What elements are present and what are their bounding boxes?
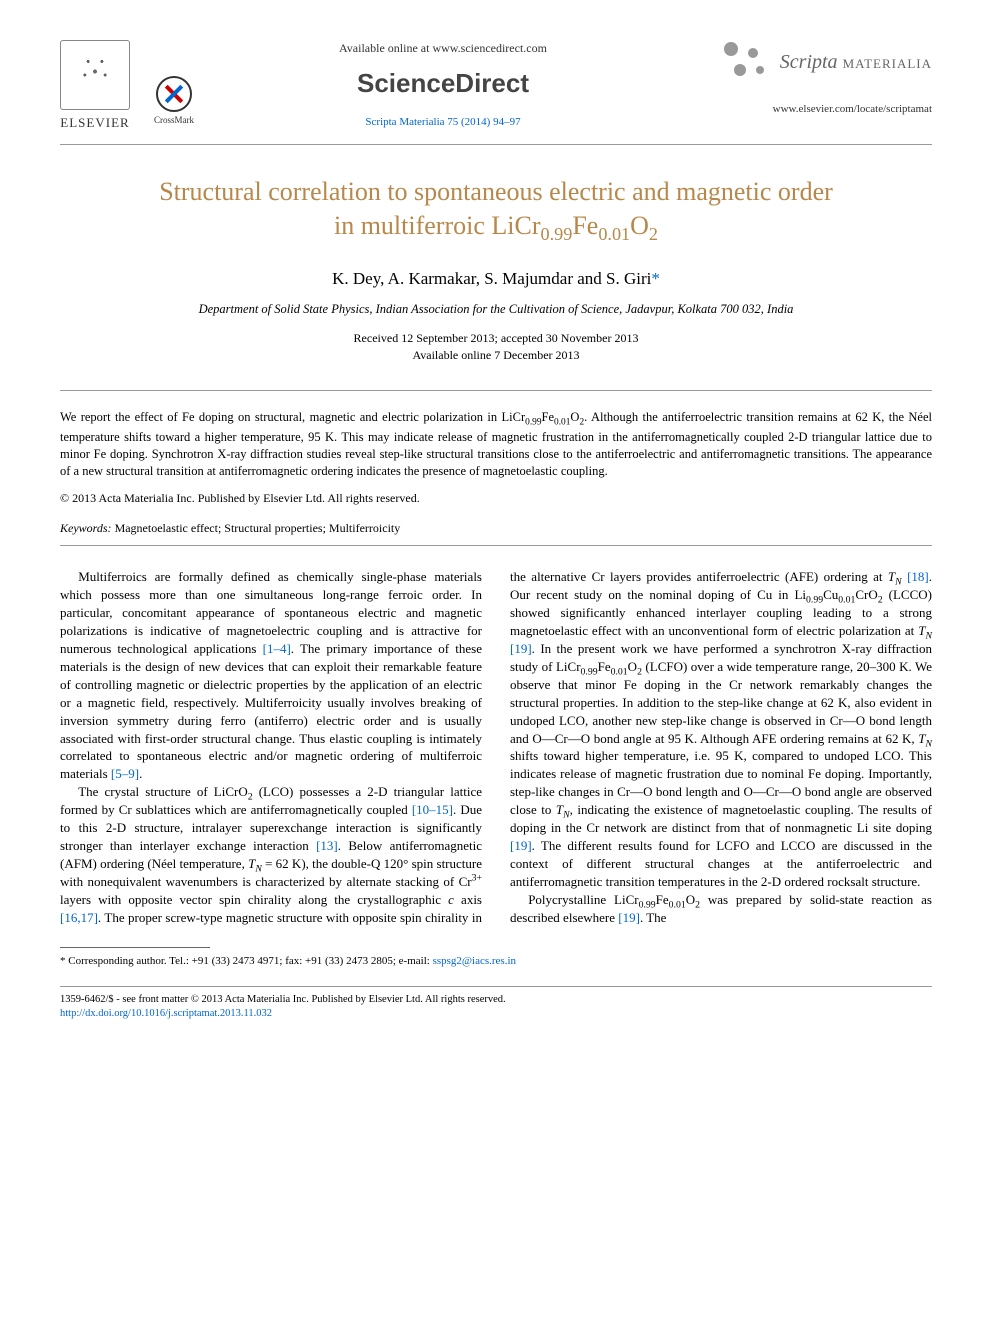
title-sub1: 0.99: [540, 224, 572, 244]
keywords-label: Keywords:: [60, 521, 112, 535]
ref-13[interactable]: [13]: [316, 838, 338, 853]
header-row: ELSEVIER CrossMark Available online at w…: [60, 40, 932, 145]
journal-name: Scripta MATERIALIA: [780, 48, 932, 76]
elsevier-label: ELSEVIER: [60, 114, 129, 132]
ref-16-17[interactable]: [16,17]: [60, 910, 98, 925]
footnote-text: * Corresponding author. Tel.: +91 (33) 2…: [60, 955, 433, 967]
abstract-text: We report the effect of Fe doping on str…: [60, 410, 932, 478]
ref-1-4[interactable]: [1–4]: [263, 641, 291, 656]
journal-name-part2: MATERIALIA: [843, 56, 932, 71]
keywords-values: Magnetoelastic effect; Structural proper…: [112, 521, 401, 535]
header-left: ELSEVIER CrossMark: [60, 40, 194, 132]
crossmark-label: CrossMark: [154, 114, 194, 127]
sciencedirect-logo[interactable]: ScienceDirect: [214, 65, 672, 101]
divider-top: [60, 390, 932, 391]
p1b: . The primary importance of these materi…: [60, 641, 482, 782]
footnote-separator: [60, 947, 210, 948]
title-l2-mid: Fe: [572, 211, 598, 240]
body-text: Multiferroics are formally defined as ch…: [60, 568, 932, 927]
elsevier-logo[interactable]: ELSEVIER: [60, 40, 130, 132]
article-title: Structural correlation to spontaneous el…: [60, 175, 932, 247]
crossmark-badge[interactable]: CrossMark: [154, 76, 194, 133]
authors: K. Dey, A. Karmakar, S. Majumdar and S. …: [60, 267, 932, 291]
p1c: .: [139, 766, 142, 781]
crossmark-icon: [156, 76, 192, 112]
title-line1: Structural correlation to spontaneous el…: [159, 177, 833, 206]
para-1: Multiferroics are formally defined as ch…: [60, 568, 482, 783]
ref-18[interactable]: [18]: [907, 569, 929, 584]
footer-copyright: 1359-6462/$ - see front matter © 2013 Ac…: [60, 994, 506, 1005]
ref-19a[interactable]: [19]: [510, 641, 532, 656]
received-accepted: Received 12 September 2013; accepted 30 …: [354, 331, 639, 345]
corresponding-author-footnote: * Corresponding author. Tel.: +91 (33) 2…: [60, 954, 932, 968]
copyright: © 2013 Acta Materialia Inc. Published by…: [60, 490, 932, 507]
author-names: K. Dey, A. Karmakar, S. Majumdar and S. …: [332, 269, 651, 288]
journal-atoms-icon: [716, 40, 772, 84]
title-sub2: 0.01: [598, 224, 630, 244]
doi-link[interactable]: http://dx.doi.org/10.1016/j.scriptamat.2…: [60, 1008, 272, 1019]
title-sub3: 2: [649, 224, 658, 244]
ref-19b[interactable]: [19]: [510, 838, 532, 853]
ref-10-15[interactable]: [10–15]: [412, 802, 453, 817]
citation-link[interactable]: Scripta Materialia 75 (2014) 94–97: [214, 115, 672, 130]
abstract: We report the effect of Fe doping on str…: [60, 409, 932, 480]
ref-5-9[interactable]: [5–9]: [111, 766, 139, 781]
page: ELSEVIER CrossMark Available online at w…: [0, 0, 992, 1051]
available-online-text: Available online at www.sciencedirect.co…: [214, 40, 672, 57]
title-l2-post: O: [630, 211, 649, 240]
footer-text: 1359-6462/$ - see front matter © 2013 Ac…: [60, 993, 932, 1021]
dates: Received 12 September 2013; accepted 30 …: [60, 330, 932, 364]
elsevier-tree-icon: [60, 40, 130, 110]
para-3: Polycrystalline LiCr0.99Fe0.01O2 was pre…: [510, 891, 932, 927]
keywords-block: Keywords: Magnetoelastic effect; Structu…: [60, 520, 932, 537]
journal-name-part1: Scripta: [780, 51, 838, 73]
journal-logo: Scripta MATERIALIA: [692, 40, 932, 84]
title-l2-pre: in multiferroic LiCr: [334, 211, 541, 240]
email-link[interactable]: sspsg2@iacs.res.in: [433, 955, 516, 967]
ref-19c[interactable]: [19]: [618, 910, 640, 925]
affiliation: Department of Solid State Physics, India…: [60, 301, 932, 319]
available-online-date: Available online 7 December 2013: [412, 348, 579, 362]
corresponding-marker-link[interactable]: *: [651, 269, 660, 288]
header-center: Available online at www.sciencedirect.co…: [194, 40, 692, 131]
divider-bottom: [60, 545, 932, 546]
footer-rule: 1359-6462/$ - see front matter © 2013 Ac…: [60, 986, 932, 1021]
locate-url[interactable]: www.elsevier.com/locate/scriptamat: [692, 102, 932, 117]
header-right: Scripta MATERIALIA www.elsevier.com/loca…: [692, 40, 932, 117]
